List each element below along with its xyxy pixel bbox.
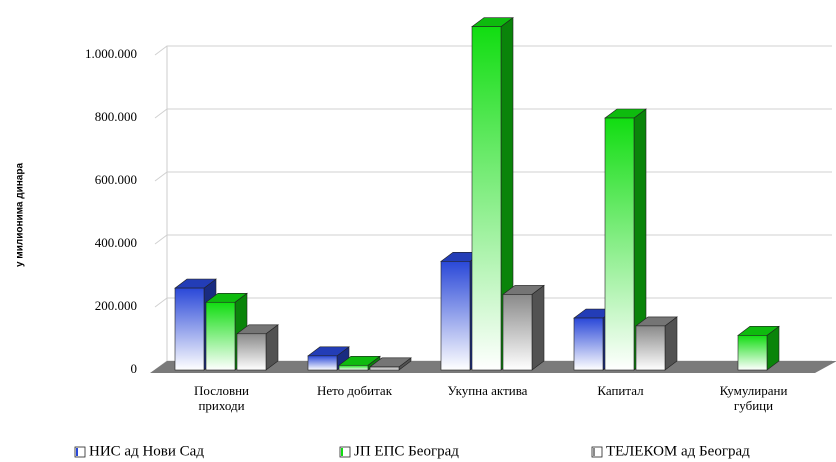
bar (737, 335, 768, 371)
y-axis-label: у милионима динара (15, 163, 26, 267)
bar (471, 26, 502, 371)
legend-swatch (341, 448, 343, 456)
legend-label: ЈП ЕПС Београд (354, 443, 459, 459)
legend-swatch (74, 446, 86, 458)
bar (604, 117, 635, 371)
y-tick-label: 1.000.000 (85, 46, 137, 61)
bar (440, 261, 471, 371)
bar (338, 364, 369, 371)
y-tick-label: 400.000 (95, 235, 137, 250)
grid-line (154, 108, 832, 119)
legend-swatch (591, 446, 603, 458)
bar (307, 355, 338, 371)
bar (369, 366, 400, 371)
legend-swatch (76, 448, 78, 456)
x-tick-label: Пословни приходи (193, 383, 250, 413)
legend-swatch (339, 446, 351, 458)
y-tick-label: 800.000 (95, 109, 137, 124)
bar (502, 294, 533, 371)
grid-line (154, 45, 832, 56)
y-tick-label: 200.000 (95, 298, 137, 313)
y-tick-label: 0 (131, 361, 138, 376)
legend-label: НИС ад Нови Сад (89, 443, 204, 459)
bar (236, 333, 267, 371)
x-tick-label: Укупна актива (447, 383, 528, 398)
bar (635, 325, 666, 371)
x-tick-label: Нето добитак (316, 383, 393, 398)
legend-label: ТЕЛЕКОМ ад Београд (606, 443, 750, 459)
x-tick-label: Капитал (597, 383, 644, 398)
legend-swatch (593, 448, 595, 456)
bar (174, 287, 205, 371)
y-tick-label: 600.000 (95, 172, 137, 187)
bar (205, 301, 236, 371)
x-tick-label: Кумулирани губици (719, 383, 788, 413)
bar (573, 317, 604, 371)
bar-side (531, 284, 545, 371)
